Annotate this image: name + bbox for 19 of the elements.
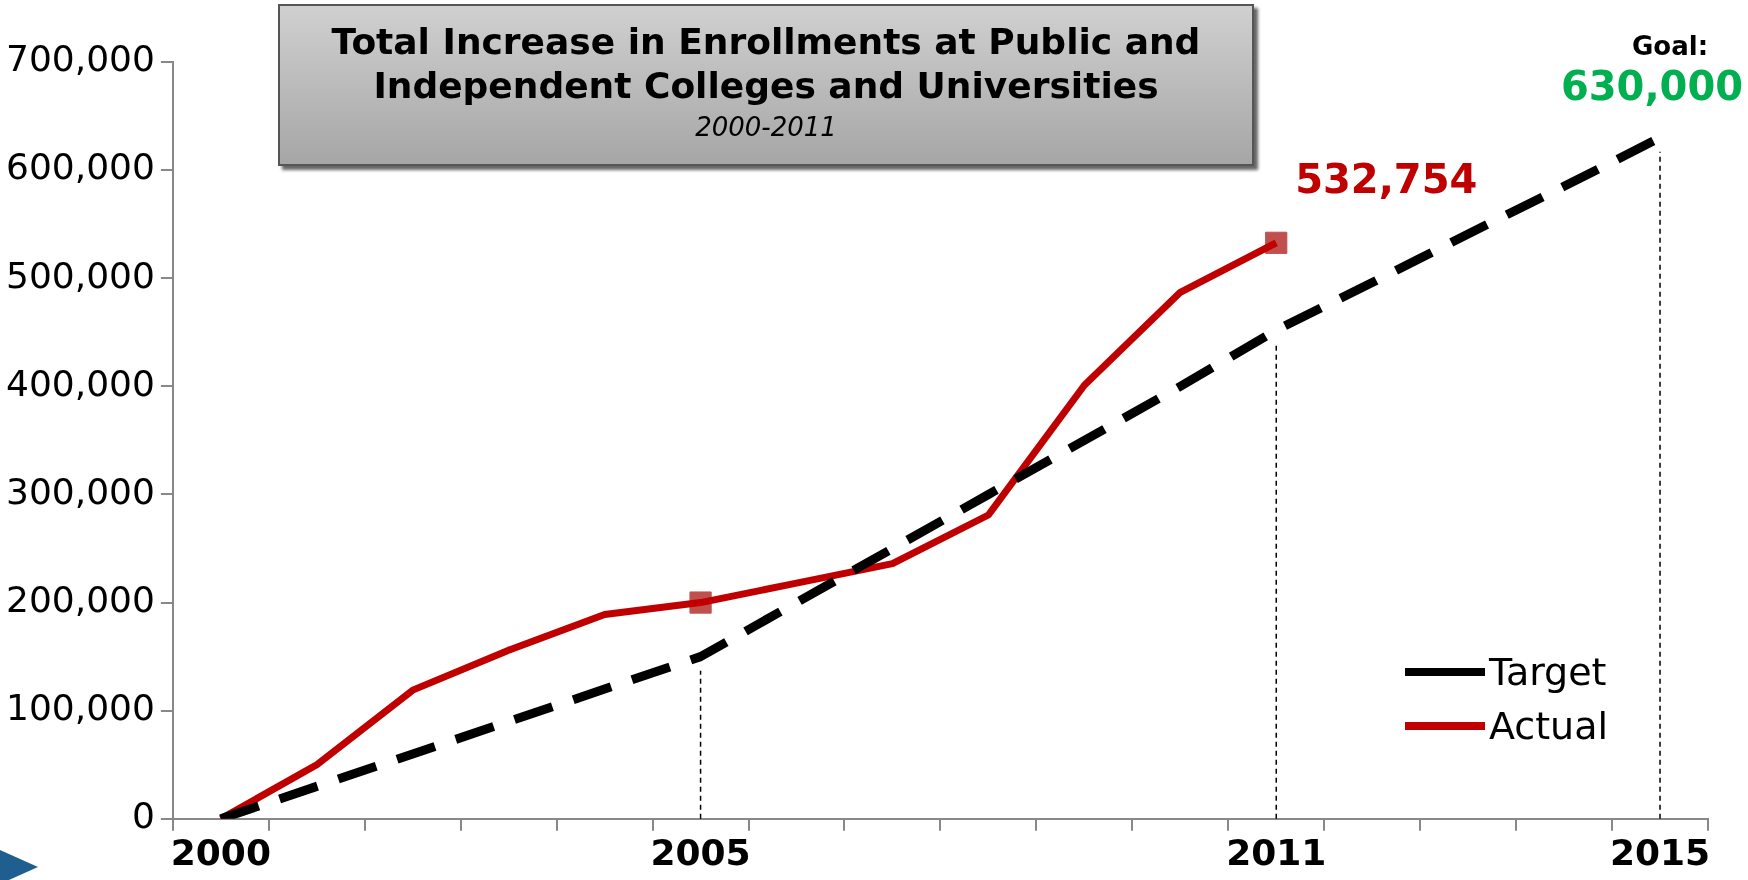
annotation: 630,000 (1560, 63, 1744, 110)
x-tick-label: 2015 (1609, 831, 1711, 873)
y-tick-label: 400,000 (5, 362, 155, 404)
y-tick-label: 100,000 (5, 687, 155, 729)
data-label: 532,754 (1295, 156, 1478, 203)
y-tick-label: 200,000 (5, 578, 155, 620)
annotation: Goal: (1632, 31, 1709, 62)
x-tick-label: 2005 (650, 831, 751, 873)
y-tick-label: 700,000 (5, 38, 155, 80)
y-tick-label: 300,000 (5, 470, 155, 512)
legend-label: Actual (1488, 704, 1608, 748)
y-tick-label: 0 (131, 795, 155, 837)
x-tick-label: 2000 (170, 831, 271, 873)
y-tick-label: 500,000 (5, 254, 155, 296)
x-tick-label: 2011 (1226, 831, 1327, 873)
chart-title: Total Increase in Enrollments at Public and Independent Colleges and Universities (330, 20, 1202, 108)
y-tick-label: 600,000 (5, 146, 155, 188)
legend-label: Target (1488, 650, 1607, 694)
text: 2000-2011 (694, 112, 838, 142)
